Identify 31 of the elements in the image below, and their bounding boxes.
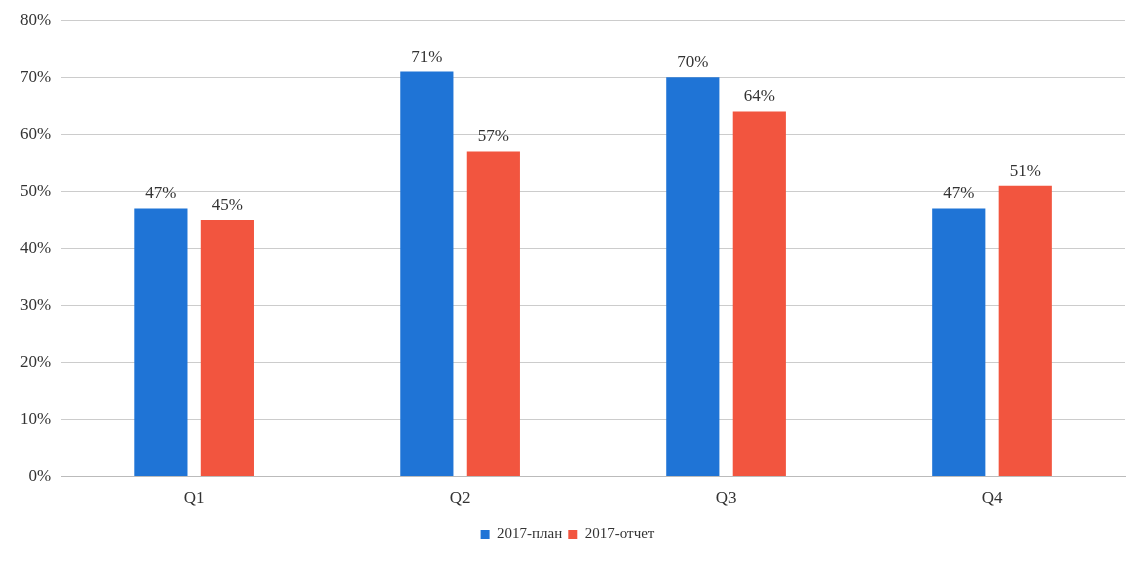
bar [998, 185, 1052, 477]
data-label: 57% [477, 126, 509, 146]
bar [400, 71, 454, 477]
x-tick-label: Q3 [715, 488, 737, 508]
bar [732, 111, 786, 477]
x-tick-label: Q1 [183, 488, 205, 508]
bar [666, 77, 720, 477]
y-tick-label: 0% [28, 466, 52, 486]
data-label: 64% [743, 86, 775, 106]
legend-label: 2017-отчет [584, 525, 655, 542]
y-tick-label: 20% [19, 351, 52, 371]
data-label: 51% [1009, 160, 1041, 180]
x-tick-label: Q2 [449, 488, 471, 508]
y-tick-label: 40% [19, 237, 52, 257]
y-tick-label: 10% [19, 409, 52, 429]
legend-label: 2017-план [497, 525, 563, 542]
y-tick-label: 60% [19, 123, 52, 143]
data-label: 71% [411, 46, 443, 66]
bar [134, 208, 188, 477]
bar [932, 208, 986, 477]
data-label: 45% [211, 194, 243, 214]
y-tick-label: 30% [19, 294, 52, 314]
data-label: 70% [677, 52, 709, 72]
x-tick-label: Q4 [981, 488, 1003, 508]
bar [466, 151, 520, 477]
y-tick-label: 50% [19, 180, 52, 200]
data-label: 47% [943, 183, 975, 203]
y-tick-label: 80% [19, 9, 52, 29]
data-label: 47% [145, 183, 177, 203]
y-tick-label: 70% [19, 66, 52, 86]
bar [200, 219, 254, 477]
